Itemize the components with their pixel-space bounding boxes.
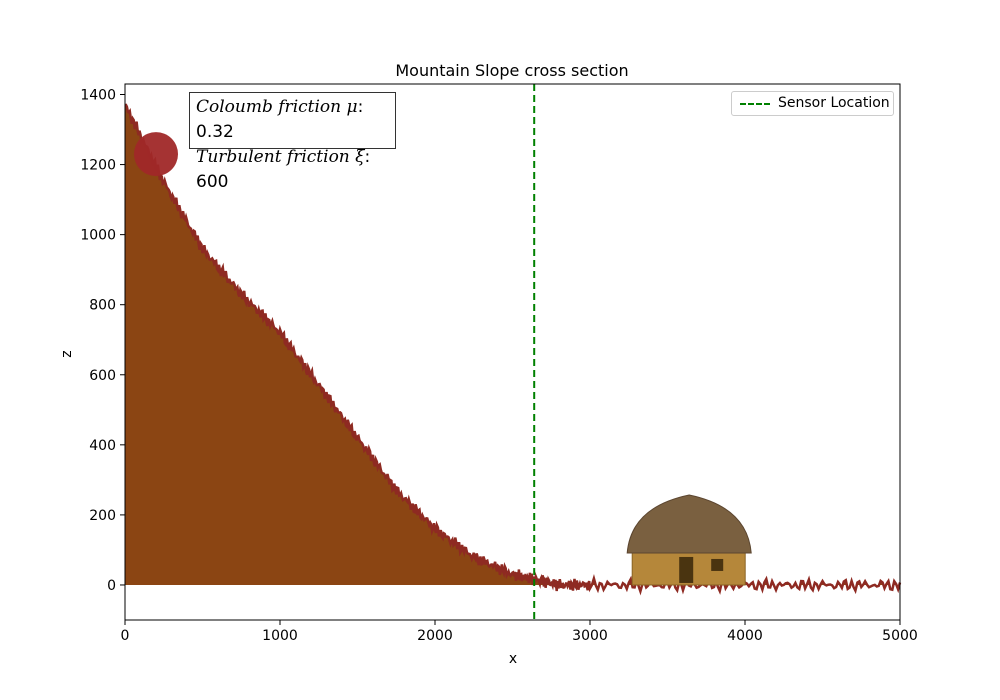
x-tick-label: 5000 [882, 628, 918, 644]
y-tick-label: 800 [89, 298, 116, 314]
plot-area: 0 1000 2000 3000 4000 5000 0 200 400 600 800 1000 12… [80, 83, 918, 644]
turbulent-friction-label: Turbulent friction [196, 147, 350, 167]
x-axis-label: x [509, 651, 517, 667]
y-tick-label: 200 [89, 508, 116, 524]
turbulent-friction-symbol: ξ [355, 147, 365, 167]
y-tick-label: 1000 [80, 228, 116, 244]
house-window [711, 558, 724, 571]
y-tick-label: 0 [107, 578, 116, 594]
x-tick-label: 0 [121, 628, 130, 644]
friction-annotation-box: Coloumb friction μ: 0.32 Turbulent frict… [189, 92, 396, 192]
chart-title: Mountain Slope cross section [395, 61, 628, 80]
legend: Sensor Location [731, 91, 894, 116]
x-tick-label: 3000 [572, 628, 608, 644]
turbulent-friction-line: Turbulent friction ξ: 600 [196, 147, 371, 192]
y-tick-label: 400 [89, 438, 116, 454]
house-door [679, 556, 694, 583]
y-tick-label: 1400 [80, 88, 116, 104]
house-roof [626, 494, 752, 554]
y-tick-label: 600 [89, 368, 116, 384]
coulomb-friction-symbol: μ [346, 97, 358, 117]
axes-frame [124, 83, 901, 621]
x-tick-label: 4000 [727, 628, 763, 644]
x-tick-label: 2000 [417, 628, 453, 644]
y-axis-label: z [59, 350, 75, 357]
boulder [134, 132, 178, 177]
coulomb-friction-value: 0.32 [196, 122, 234, 142]
x-tick-label: 1000 [262, 628, 298, 644]
legend-label-sensor-location: Sensor Location [778, 95, 890, 111]
coulomb-friction-line: Coloumb friction μ: 0.32 [196, 97, 364, 142]
terrain-fill [125, 104, 900, 586]
legend-dashed-line-swatch [740, 103, 770, 105]
y-tick-label: 1200 [80, 158, 116, 174]
turbulent-friction-value: 600 [196, 172, 229, 192]
coulomb-friction-label: Coloumb friction [196, 97, 342, 117]
